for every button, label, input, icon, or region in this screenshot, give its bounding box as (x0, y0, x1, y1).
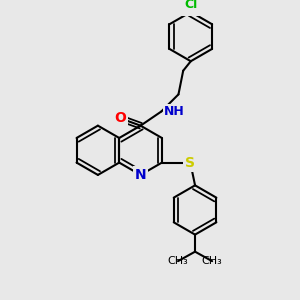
Text: S: S (185, 156, 195, 170)
Text: N: N (135, 168, 146, 182)
Text: NH: NH (164, 105, 185, 118)
Text: CH₃: CH₃ (202, 256, 223, 266)
Text: Cl: Cl (184, 0, 197, 11)
Text: O: O (114, 111, 126, 125)
Text: CH₃: CH₃ (168, 256, 188, 266)
